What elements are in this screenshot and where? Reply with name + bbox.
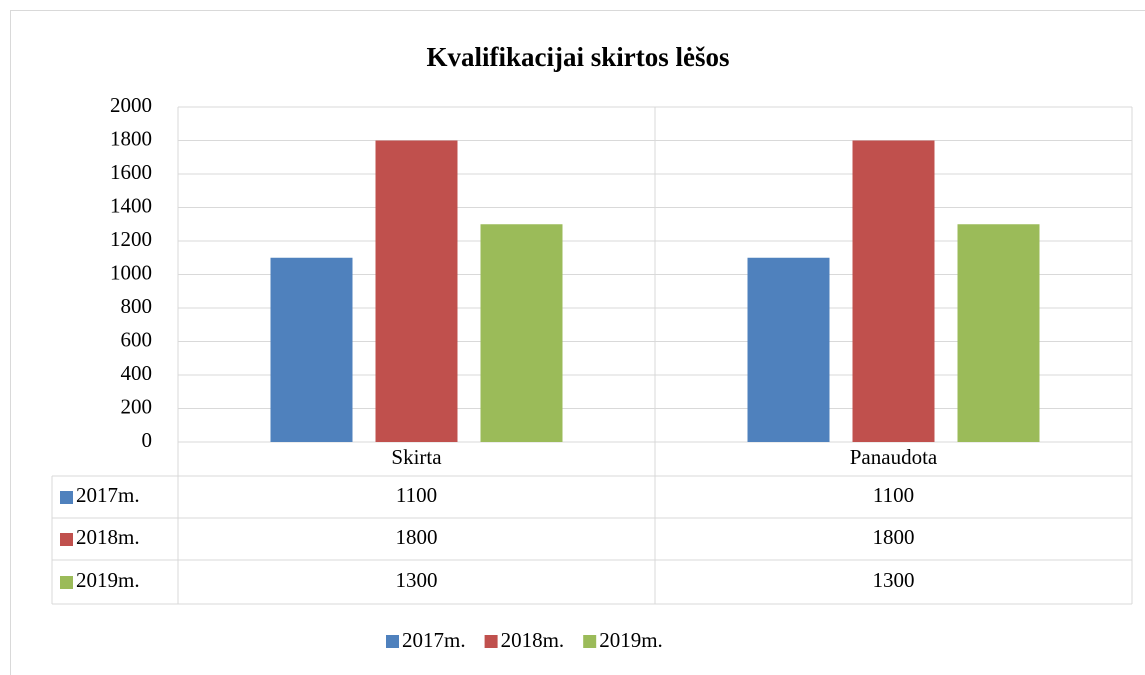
- y-tick-label: 1600: [110, 160, 152, 184]
- chart-border: [10, 10, 1145, 675]
- legend-label: 2019m.: [599, 628, 663, 652]
- bar: [375, 140, 458, 442]
- y-tick-label: 600: [121, 327, 153, 351]
- legend-label: 2018m.: [501, 628, 565, 652]
- y-tick-label: 200: [121, 394, 153, 418]
- legend-key: [484, 635, 498, 648]
- x-tick-label: Skirta: [391, 445, 442, 469]
- table-series-name: 2019m.: [76, 568, 140, 592]
- table-legend-key: [60, 491, 73, 504]
- table-value: 1300: [396, 568, 438, 592]
- bar: [957, 224, 1040, 442]
- legend-key: [386, 635, 399, 648]
- y-tick-label: 2000: [110, 93, 152, 117]
- table-value: 1100: [873, 483, 914, 507]
- table-series-name: 2018m.: [76, 525, 140, 549]
- y-tick-label: 400: [121, 361, 153, 385]
- bar: [852, 140, 935, 442]
- chart-title: Kvalifikacijai skirtos lėšos: [427, 42, 730, 72]
- x-tick-label: Panaudota: [850, 445, 938, 469]
- bar: [480, 224, 563, 442]
- y-tick-label: 1800: [110, 126, 152, 150]
- table-value: 1800: [396, 525, 438, 549]
- legend-key: [583, 635, 597, 648]
- legend-label: 2017m.: [402, 628, 466, 652]
- table-value: 1100: [396, 483, 437, 507]
- y-tick-label: 0: [142, 428, 153, 452]
- table-value: 1800: [873, 525, 915, 549]
- y-tick-label: 1400: [110, 193, 152, 217]
- y-tick-label: 1200: [110, 227, 152, 251]
- bar: [270, 257, 353, 442]
- table-value: 1300: [873, 568, 915, 592]
- y-tick-label: 1000: [110, 260, 152, 284]
- y-tick-label: 800: [121, 294, 153, 318]
- table-legend-key: [60, 576, 73, 589]
- table-legend-key: [60, 533, 73, 546]
- bar: [747, 257, 830, 442]
- table-series-name: 2017m.: [76, 483, 140, 507]
